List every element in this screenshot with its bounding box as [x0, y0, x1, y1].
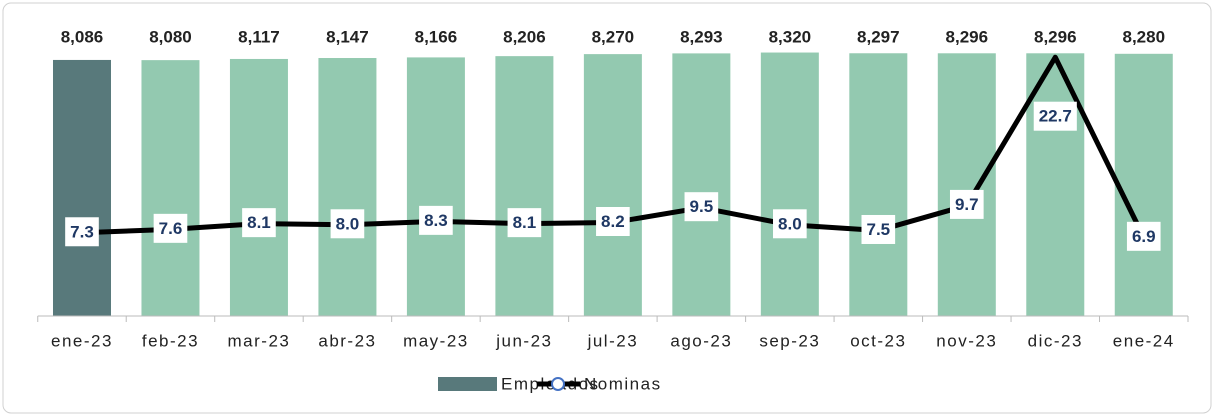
x-tick-label: ene-23	[51, 331, 113, 350]
label-box	[949, 189, 984, 219]
line-value-label: 22.7	[1033, 101, 1077, 131]
legend-swatch	[438, 377, 497, 391]
bar-value-label: 8,206	[503, 27, 546, 46]
bar-value-label: 8,296	[946, 27, 989, 46]
line-value-label: 7.3	[65, 217, 99, 247]
label-box	[1126, 221, 1161, 251]
label-box	[330, 209, 365, 239]
x-tick-label: jun-23	[495, 331, 552, 350]
bar-value-label: 8,280	[1122, 27, 1165, 46]
label-box	[65, 217, 99, 247]
x-tick-label: may-23	[403, 331, 469, 350]
bar-value-label: 8,080	[149, 27, 192, 46]
line-value-text: 9.7	[955, 195, 979, 214]
bar-value-label: 8,086	[61, 27, 104, 46]
bar	[52, 59, 111, 317]
bar-value-label: 8,147	[326, 27, 369, 46]
label-box	[684, 192, 719, 222]
bar-value-label: 8,296	[1034, 27, 1077, 46]
line-value-label: 6.9	[1126, 221, 1161, 251]
x-tick-label: sep-23	[759, 331, 820, 350]
line-value-label: 8.0	[330, 209, 365, 239]
label-box	[153, 213, 188, 243]
bar	[583, 54, 642, 316]
x-tick-label: mar-23	[228, 331, 291, 350]
bar-value-label: 8,117	[238, 27, 280, 46]
bar	[495, 56, 554, 316]
line-value-text: 8.2	[601, 212, 625, 231]
x-tick-label: ago-23	[670, 331, 732, 350]
bar	[141, 60, 200, 317]
line-value-text: 8.0	[778, 214, 802, 233]
label-box	[242, 208, 276, 238]
line-value-text: 7.5	[866, 220, 890, 239]
bar-value-label: 8,166	[415, 27, 458, 46]
line-value-label: 8.3	[419, 205, 453, 235]
line-value-label: 8.1	[507, 208, 542, 238]
bar-value-label: 8,320	[769, 27, 812, 46]
line-value-label: 7.5	[861, 214, 896, 244]
bar-value-label: 8,297	[857, 27, 900, 46]
bar-value-label: 8,270	[592, 27, 635, 46]
x-tick-label: abr-23	[318, 331, 376, 350]
line-value-label: 8.1	[242, 208, 276, 238]
line-value-label: 8.0	[773, 209, 807, 239]
line-value-text: 9.5	[690, 197, 714, 216]
line-value-label: 9.7	[949, 189, 984, 219]
line-value-text: 8.1	[247, 213, 271, 232]
bar	[760, 52, 819, 317]
bar	[1114, 53, 1173, 317]
bar	[406, 57, 465, 316]
x-tick-label: feb-23	[142, 331, 199, 350]
x-tick-label: dic-23	[1028, 331, 1083, 350]
bar	[849, 53, 908, 317]
line-value-text: 7.6	[159, 219, 183, 238]
line-value-text: 8.0	[336, 214, 360, 233]
label-box	[1033, 101, 1077, 131]
bar	[229, 58, 288, 316]
label-box	[773, 209, 807, 239]
line-value-text: 6.9	[1132, 227, 1156, 246]
bar	[318, 58, 377, 317]
bar	[937, 53, 996, 316]
legend-label: Nominas	[584, 374, 662, 393]
legend-marker	[551, 377, 565, 391]
line-value-label: 9.5	[684, 192, 719, 222]
bar-value-label: 8,293	[680, 27, 723, 46]
line-value-label: 7.6	[153, 213, 188, 243]
label-box	[861, 214, 896, 244]
label-box	[507, 208, 542, 238]
line-value-text: 7.3	[70, 222, 94, 241]
x-tick-label: jul-23	[587, 331, 639, 350]
line-value-text: 22.7	[1039, 107, 1072, 126]
line-value-text: 8.3	[424, 211, 448, 230]
label-box	[419, 205, 453, 235]
bar	[672, 53, 731, 316]
line-value-text: 8.1	[513, 213, 537, 232]
x-tick-label: nov-23	[936, 331, 997, 350]
label-box	[596, 207, 630, 237]
line-value-label: 8.2	[596, 207, 630, 237]
x-tick-label: ene-24	[1113, 331, 1175, 350]
x-tick-label: oct-23	[850, 331, 906, 350]
